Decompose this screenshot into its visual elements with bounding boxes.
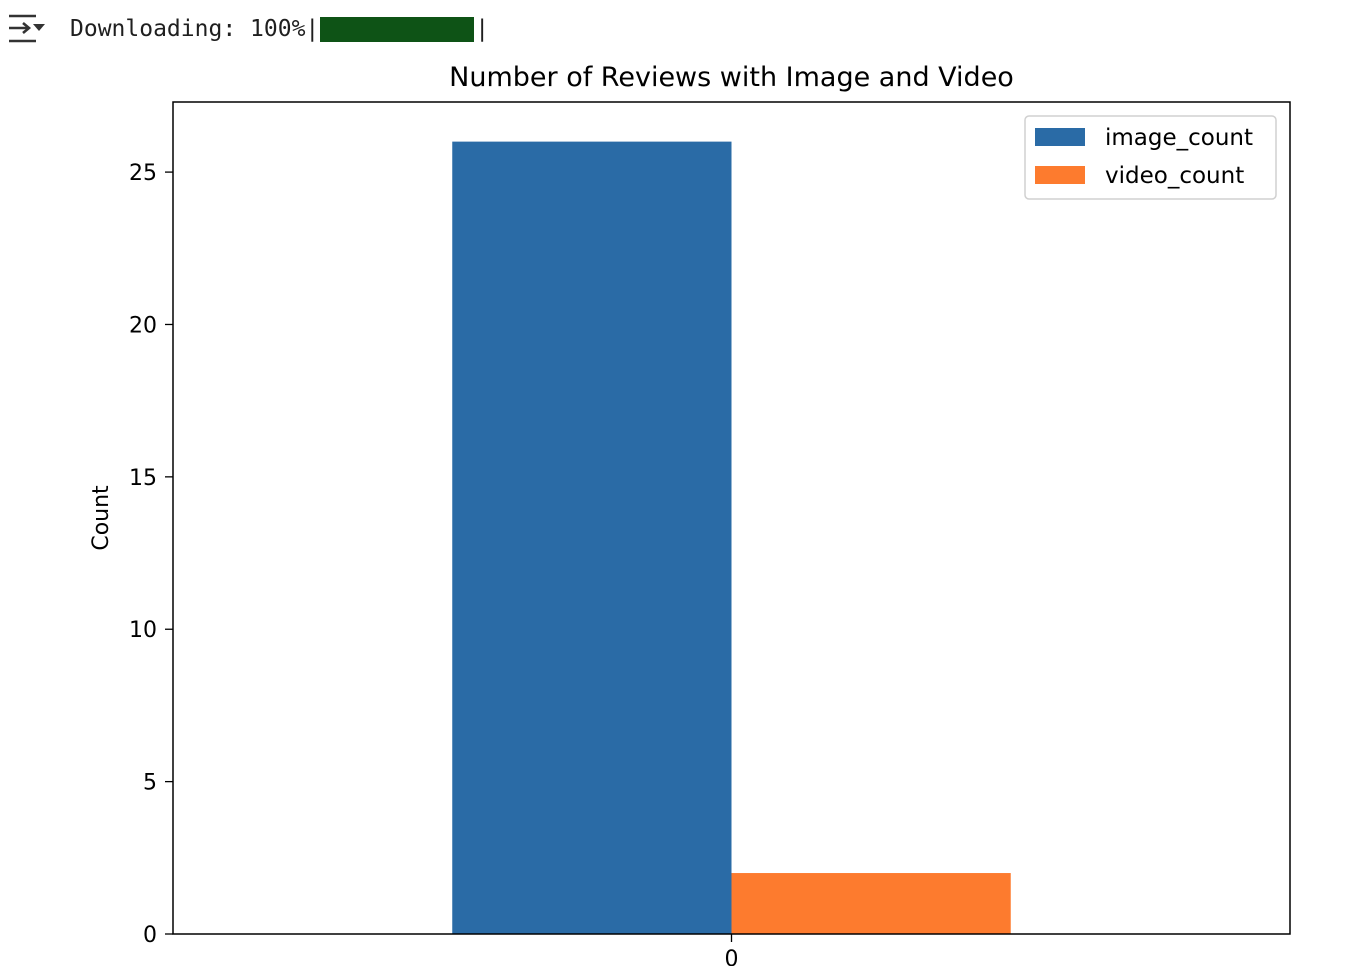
legend-box [1024,115,1277,200]
progress-percent: 100% [250,16,306,42]
progress-fill [320,16,475,42]
bar-image_count [452,141,732,935]
progress-label: Downloading: [70,16,237,42]
y-tick-label: 5 [143,771,157,796]
y-tick-label: 15 [129,466,157,491]
y-axis-label: Count [89,485,114,551]
y-tick-label: 0 [143,923,157,948]
collapse-output-icon [9,14,45,43]
y-tick-label: 25 [129,161,157,186]
chart-title: Number of Reviews with Image and Video [449,62,1014,93]
plot-frame [172,101,1291,935]
y-tick-label: 20 [129,313,157,338]
progress-bar [320,16,475,42]
collapse-output-button[interactable] [4,10,48,48]
bar-video_count [731,873,1011,934]
y-tick-label: 10 [129,618,157,643]
legend-swatch-image_count [1035,128,1085,146]
download-progress: Downloading: 100% | | [70,12,489,46]
legend-label-video_count: video_count [1105,163,1244,189]
progress-separator-right: | [475,16,490,42]
progress-separator-left: | [305,16,320,42]
x-tick-label: 0 [725,947,739,966]
legend-swatch-video_count [1035,166,1085,184]
legend-label-image_count: image_count [1105,125,1253,151]
